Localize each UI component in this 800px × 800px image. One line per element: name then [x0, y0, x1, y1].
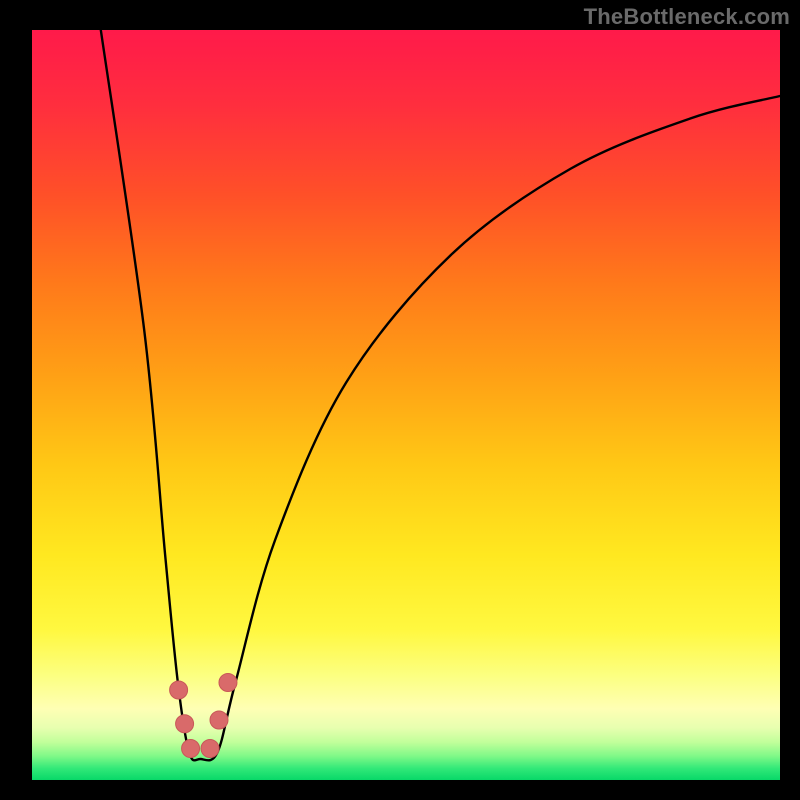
chart-canvas: TheBottleneck.com [0, 0, 800, 800]
data-marker [219, 674, 237, 692]
data-marker [201, 740, 219, 758]
data-marker [176, 715, 194, 733]
bottleneck-curve-chart [0, 0, 800, 800]
data-marker [170, 681, 188, 699]
data-marker [182, 740, 200, 758]
data-marker [210, 711, 228, 729]
watermark-text: TheBottleneck.com [584, 4, 790, 30]
gradient-background [32, 30, 780, 780]
